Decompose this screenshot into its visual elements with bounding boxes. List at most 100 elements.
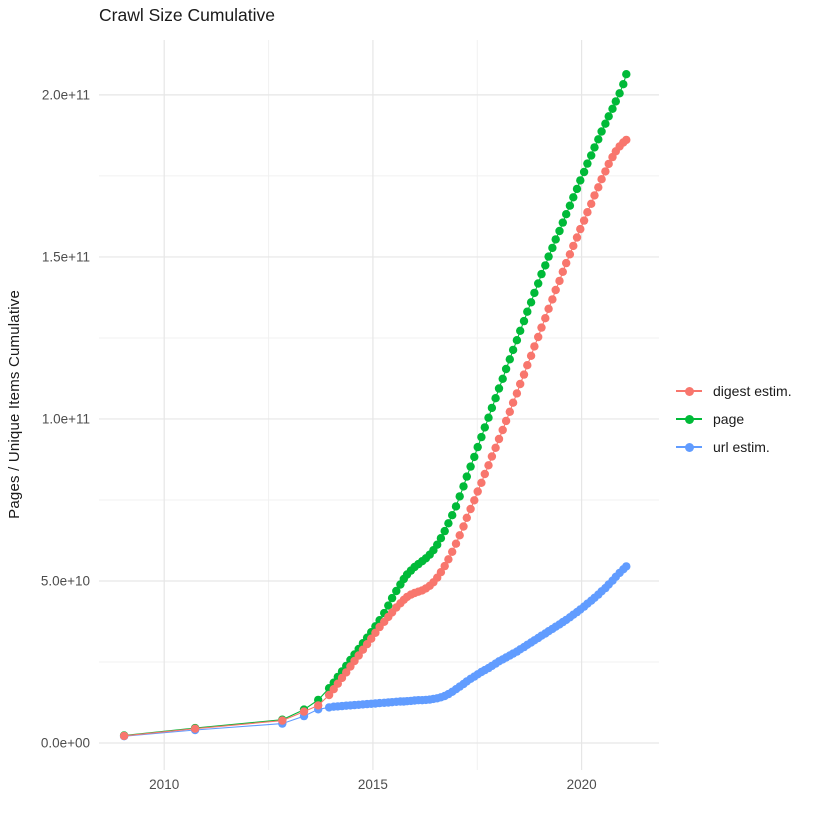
data-point-url-estim- xyxy=(622,562,631,571)
data-point-page xyxy=(565,201,575,210)
data-point-page xyxy=(551,235,560,244)
data-point-page xyxy=(387,593,397,603)
data-point-digest-estim- xyxy=(505,407,514,416)
data-point-page xyxy=(604,112,613,121)
legend-marker-url-icon xyxy=(676,442,702,452)
data-point-page xyxy=(615,89,624,98)
y-tick-label: 0.0e+00 xyxy=(41,736,90,751)
data-point-page xyxy=(508,345,518,355)
data-point-digest-estim- xyxy=(597,175,606,184)
data-point-digest-estim- xyxy=(494,434,504,444)
legend-label-page: page xyxy=(713,411,745,427)
data-point-digest-estim- xyxy=(455,531,464,540)
data-point-digest-estim- xyxy=(526,351,536,360)
data-point-page xyxy=(444,519,453,528)
data-point-digest-estim- xyxy=(448,547,457,556)
legend-label-digest: digest estim. xyxy=(713,383,792,399)
y-tick-label: 2.0e+11 xyxy=(42,87,90,102)
data-point-page xyxy=(619,80,628,89)
data-point-digest-estim- xyxy=(466,504,475,514)
data-point-digest-estim- xyxy=(537,323,546,332)
data-point-page xyxy=(473,442,482,452)
data-point-digest-estim- xyxy=(371,628,380,637)
data-point-digest-estim- xyxy=(622,135,631,145)
data-point-digest-estim- xyxy=(579,216,589,225)
data-point-page xyxy=(487,403,497,413)
data-point-digest-estim- xyxy=(516,379,525,389)
data-point-digest-estim- xyxy=(523,361,532,370)
data-point-page xyxy=(594,135,603,144)
data-point-digest-estim- xyxy=(576,224,585,234)
data-point-digest-estim- xyxy=(551,285,560,295)
data-point-page xyxy=(587,151,596,160)
data-point-digest-estim- xyxy=(491,443,500,452)
data-point-page xyxy=(548,243,557,253)
legend-label-url: url estim. xyxy=(713,439,770,455)
data-point-digest-estim- xyxy=(440,561,449,571)
data-point-page xyxy=(576,176,585,185)
data-point-digest-estim- xyxy=(501,416,511,426)
data-point-page xyxy=(455,492,464,501)
data-point-page xyxy=(608,104,617,114)
data-point-digest-estim- xyxy=(534,332,543,342)
data-point-digest-estim- xyxy=(558,267,567,276)
x-tick-label: 2015 xyxy=(358,777,388,792)
data-point-digest-estim- xyxy=(314,701,323,710)
data-point-page xyxy=(480,423,489,432)
data-point-digest-estim- xyxy=(480,469,489,479)
data-point-digest-estim- xyxy=(508,398,518,407)
data-point-page xyxy=(523,307,532,316)
data-point-digest-estim- xyxy=(119,731,129,741)
chart-title: Crawl Size Cumulative xyxy=(99,5,276,25)
data-point-page xyxy=(491,394,500,403)
data-point-digest-estim- xyxy=(583,208,592,217)
data-point-digest-estim- xyxy=(590,191,599,200)
data-point-digest-estim- xyxy=(470,496,479,505)
data-point-digest-estim- xyxy=(462,513,471,522)
data-point-digest-estim- xyxy=(498,425,507,435)
data-point-page xyxy=(526,298,536,307)
data-point-digest-estim- xyxy=(562,258,571,268)
data-point-digest-estim- xyxy=(555,276,564,286)
y-tick-label: 5.0e+10 xyxy=(41,573,90,588)
data-point-page xyxy=(622,70,631,79)
data-point-page xyxy=(501,364,511,374)
data-point-page xyxy=(590,143,599,152)
data-point-digest-estim- xyxy=(530,342,539,351)
y-axis-title: Pages / Unique Items Cumulative xyxy=(6,290,23,519)
legend-marker-digest-icon xyxy=(676,386,702,396)
data-point-page xyxy=(448,511,457,520)
legend: digest estim. page url estim. xyxy=(676,382,792,466)
data-point-digest-estim- xyxy=(484,461,493,470)
legend-item-page: page xyxy=(676,410,792,428)
data-point-page xyxy=(505,355,514,364)
data-point-digest-estim- xyxy=(544,304,553,313)
data-point-digest-estim- xyxy=(190,724,200,733)
data-point-page xyxy=(451,502,461,511)
data-point-digest-estim- xyxy=(587,199,596,208)
data-point-page xyxy=(537,269,546,279)
data-point-page xyxy=(440,526,449,536)
data-point-digest-estim- xyxy=(541,314,550,323)
data-point-digest-estim- xyxy=(594,183,603,192)
data-point-page xyxy=(541,261,550,270)
data-point-page xyxy=(562,210,571,219)
data-point-page xyxy=(477,432,486,442)
data-point-digest-estim- xyxy=(548,295,557,304)
legend-item-url: url estim. xyxy=(676,438,792,456)
data-point-page xyxy=(534,279,543,288)
data-point-digest-estim- xyxy=(604,159,613,169)
data-point-page xyxy=(436,534,446,543)
y-tick-label: 1.5e+11 xyxy=(42,249,90,264)
data-point-digest-estim- xyxy=(569,241,578,251)
data-point-page xyxy=(512,336,522,345)
data-point-page xyxy=(484,413,493,422)
series-line-digest-estim- xyxy=(124,139,627,737)
data-point-digest-estim- xyxy=(354,651,363,660)
data-point-page xyxy=(579,167,589,177)
data-point-digest-estim- xyxy=(512,389,522,398)
legend-item-digest: digest estim. xyxy=(676,382,792,400)
data-point-digest-estim- xyxy=(601,167,610,176)
